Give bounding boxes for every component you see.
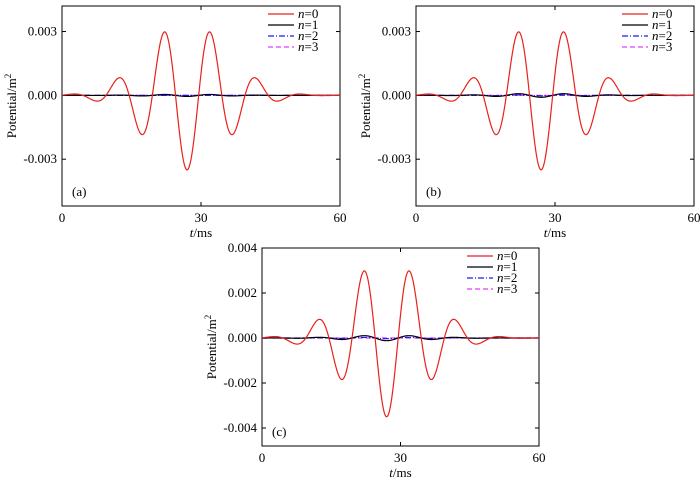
series-line-n1 bbox=[62, 93, 340, 98]
legend-var: n bbox=[497, 259, 504, 274]
y-tick-label: 0.003 bbox=[28, 24, 57, 39]
legend-label: =3 bbox=[504, 281, 518, 296]
x-axis-title: t/ms bbox=[544, 225, 566, 240]
legend-label: =0 bbox=[504, 248, 518, 263]
y-axis-label-sup: 2 bbox=[357, 74, 367, 79]
y-axis-label: Potential/m bbox=[204, 319, 219, 379]
y-axis-label-sup: 2 bbox=[3, 74, 13, 79]
legend-label: =1 bbox=[659, 17, 673, 32]
legend-var: n bbox=[652, 39, 659, 54]
legend-entry-n0: n=0 bbox=[652, 6, 672, 21]
y-axis-label: Potential/m bbox=[358, 78, 373, 138]
x-tick-label: 0 bbox=[259, 450, 266, 465]
legend-entry-n2: n=2 bbox=[652, 28, 672, 43]
legend-label: =3 bbox=[305, 39, 319, 54]
panel-label: (c) bbox=[272, 424, 286, 439]
x-axis-var: t bbox=[190, 225, 194, 240]
legend-entry-n2: n=2 bbox=[497, 270, 517, 285]
legend-label: =0 bbox=[305, 6, 319, 21]
legend-var: n bbox=[652, 6, 659, 21]
x-tick-label: 30 bbox=[549, 210, 562, 225]
legend-var: n bbox=[497, 281, 504, 296]
y-tick-label: 0.000 bbox=[228, 330, 257, 345]
series-line-n1 bbox=[416, 93, 694, 98]
x-axis-title: t/ms bbox=[389, 465, 411, 480]
legend-entry-n1: n=1 bbox=[497, 259, 517, 274]
series-line-n0 bbox=[62, 31, 340, 171]
legend-var: n bbox=[298, 28, 305, 43]
y-tick-label: 0.003 bbox=[382, 24, 411, 39]
y-axis-title: Potential/m2 bbox=[3, 74, 19, 138]
legend-entry-n3: n=3 bbox=[298, 39, 318, 54]
chart-panel-a: 0 30 60 -0.003 0.000 0.003 t/ms Potential/m2 (a)… bbox=[3, 5, 347, 240]
x-axis-unit: /ms bbox=[393, 465, 412, 480]
x-tick-label: 60 bbox=[533, 450, 546, 465]
legend-label: =2 bbox=[504, 270, 518, 285]
x-axis-title: t/ms bbox=[190, 225, 212, 240]
series-line-n0 bbox=[262, 270, 539, 418]
x-tick-label: 60 bbox=[334, 210, 347, 225]
x-tick-label: 0 bbox=[59, 210, 66, 225]
y-tick-label: 0.004 bbox=[228, 240, 258, 255]
series-line-n0 bbox=[416, 31, 694, 171]
legend-var: n bbox=[652, 28, 659, 43]
legend-entry-n1: n=1 bbox=[298, 17, 318, 32]
legend-entry-n1: n=1 bbox=[652, 17, 672, 32]
x-tick-label: 0 bbox=[413, 210, 420, 225]
y-tick-label: -0.002 bbox=[223, 375, 257, 390]
legend-entry-n3: n=3 bbox=[652, 39, 672, 54]
x-axis-unit: /ms bbox=[547, 225, 566, 240]
panel-label: (a) bbox=[72, 184, 86, 199]
legend-label: =1 bbox=[305, 17, 319, 32]
y-tick-label: -0.004 bbox=[223, 420, 257, 435]
x-axis-var: t bbox=[544, 225, 548, 240]
panel-label: (b) bbox=[426, 184, 441, 199]
legend-var: n bbox=[298, 17, 305, 32]
x-axis-unit: /ms bbox=[193, 225, 212, 240]
legend-var: n bbox=[298, 39, 305, 54]
legend-var: n bbox=[497, 270, 504, 285]
x-axis-var: t bbox=[389, 465, 393, 480]
legend-label: =1 bbox=[504, 259, 518, 274]
legend-label: =2 bbox=[659, 28, 673, 43]
legend-entry-n2: n=2 bbox=[298, 28, 318, 43]
x-tick-label: 60 bbox=[688, 210, 700, 225]
y-axis-title: Potential/m2 bbox=[203, 315, 219, 379]
y-axis-label: Potential/m bbox=[4, 78, 19, 138]
chart-panel-b: 0 30 60 -0.003 0.000 0.003 t/ms Potential/m2 (b)… bbox=[357, 5, 700, 240]
y-tick-label: 0.002 bbox=[228, 285, 257, 300]
legend-var: n bbox=[497, 248, 504, 263]
legend-entry-n0: n=0 bbox=[497, 248, 517, 263]
legend-label: =2 bbox=[305, 28, 319, 43]
x-tick-label: 30 bbox=[394, 450, 407, 465]
y-tick-label: 0.000 bbox=[28, 87, 57, 102]
x-tick-label: 30 bbox=[195, 210, 208, 225]
legend-var: n bbox=[652, 17, 659, 32]
legend-entry-n3: n=3 bbox=[497, 281, 517, 296]
y-tick-label: -0.003 bbox=[377, 151, 411, 166]
y-axis-label-sup: 2 bbox=[203, 315, 213, 320]
y-tick-label: -0.003 bbox=[23, 151, 57, 166]
legend-label: =0 bbox=[659, 6, 673, 21]
series-line-n1 bbox=[262, 335, 539, 342]
y-axis-title: Potential/m2 bbox=[357, 74, 373, 138]
legend-label: =3 bbox=[659, 39, 673, 54]
chart-panel-c: 0 30 60 -0.004 -0.002 0.000 0.002 0.004 t/ms Pote… bbox=[203, 240, 546, 480]
y-tick-label: 0.000 bbox=[382, 87, 411, 102]
legend-entry-n0: n=0 bbox=[298, 6, 318, 21]
legend-var: n bbox=[298, 6, 305, 21]
